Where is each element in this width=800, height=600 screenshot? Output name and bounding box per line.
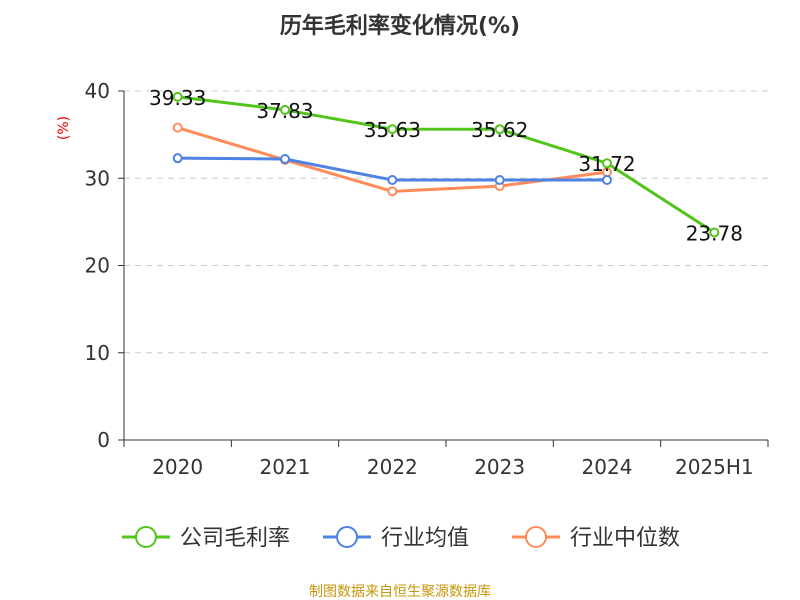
y-tick-label: 10	[85, 341, 110, 365]
data-label: 35.62	[471, 118, 528, 142]
data-label: 37.83	[256, 99, 313, 123]
legend-marker	[135, 526, 157, 548]
chart-title: 历年毛利率变化情况(%)	[280, 13, 520, 39]
source-note: 制图数据来自恒生聚源数据库	[309, 584, 491, 600]
data-label: 23.78	[686, 222, 743, 246]
data-point	[280, 104, 290, 115]
y-axis-label: (%)	[56, 116, 72, 140]
data-point	[172, 122, 183, 133]
y-tick-label: 0	[97, 428, 110, 452]
data-label: 35.63	[364, 118, 421, 142]
data-point	[387, 124, 398, 135]
x-tick-label: 2025H1	[675, 455, 754, 479]
legend-label: 公司毛利率	[180, 526, 290, 551]
data-point	[602, 158, 612, 169]
legend-label: 行业均值	[381, 526, 469, 551]
data-point	[494, 174, 505, 185]
series-line	[177, 95, 716, 234]
data-point	[387, 174, 398, 185]
data-point	[494, 124, 505, 135]
data-point	[602, 174, 612, 185]
x-tick-label: 2021	[260, 455, 311, 479]
x-tick-label: 2024	[582, 455, 633, 479]
y-tick-label: 20	[85, 254, 110, 278]
x-tick-label: 2020	[152, 455, 203, 479]
data-point	[172, 153, 183, 164]
data-point	[387, 186, 398, 197]
data-label: 31.72	[578, 152, 635, 176]
legend-marker	[336, 526, 358, 548]
legend-label: 行业中位数	[570, 526, 680, 551]
data-point	[709, 227, 720, 238]
data-point	[280, 154, 290, 165]
y-tick-label: 30	[85, 166, 110, 190]
legend-marker	[525, 526, 547, 548]
x-tick-label: 2022	[367, 455, 418, 479]
data-label: 39.33	[149, 86, 206, 110]
x-tick-label: 2023	[474, 455, 525, 479]
y-tick-label: 40	[85, 79, 110, 103]
data-point	[172, 91, 183, 102]
